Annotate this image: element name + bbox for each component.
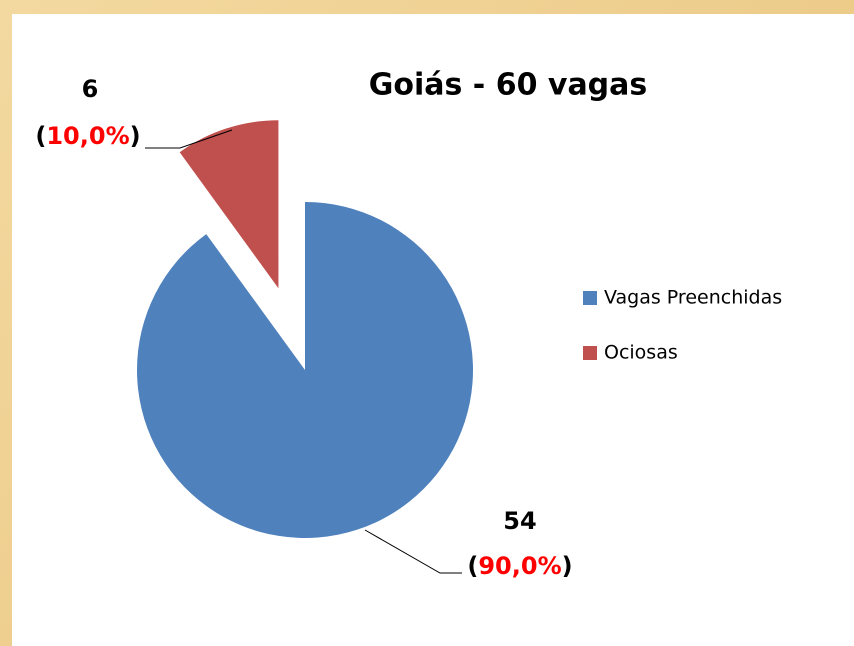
leader-line <box>364 529 462 574</box>
legend-swatch <box>583 291 597 305</box>
pie-slice <box>136 202 474 538</box>
legend-label: Vagas Preenchidas <box>604 287 782 309</box>
leader-line <box>145 129 233 149</box>
value-label: 6 <box>82 75 99 103</box>
percent-label: (90,0%) <box>467 552 572 580</box>
pie-slice <box>179 120 279 289</box>
chart-title: Goiás - 60 vagas <box>369 68 648 103</box>
legend-swatch <box>583 346 597 360</box>
percent-label: (10,0%) <box>35 122 140 150</box>
value-label: 54 <box>503 507 536 535</box>
legend-label: Ociosas <box>604 342 678 364</box>
